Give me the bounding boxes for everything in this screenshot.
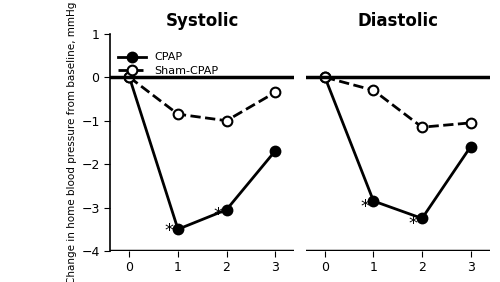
Sham-CPAP (370, 89, 376, 92)
CPAP (370, 199, 376, 203)
CPAP (419, 217, 425, 220)
CPAP (322, 76, 328, 79)
Legend: CPAP, Sham-CPAP: CPAP, Sham-CPAP (116, 50, 221, 78)
Line: Sham-CPAP: Sham-CPAP (124, 72, 280, 125)
CPAP (468, 145, 473, 148)
CPAP (175, 228, 181, 231)
Text: *: * (409, 215, 418, 233)
Line: CPAP: CPAP (124, 72, 280, 234)
CPAP (224, 208, 230, 212)
Sham-CPAP (272, 91, 278, 94)
Text: *: * (214, 206, 222, 224)
Sham-CPAP (126, 76, 132, 79)
Sham-CPAP (419, 125, 425, 129)
Y-axis label: Change in home blood pressure from baseline, mmHg: Change in home blood pressure from basel… (67, 1, 77, 282)
CPAP (126, 76, 132, 79)
Sham-CPAP (322, 76, 328, 79)
Sham-CPAP (175, 113, 181, 116)
Sham-CPAP (468, 121, 473, 125)
Line: CPAP: CPAP (320, 72, 476, 223)
Sham-CPAP (224, 119, 230, 122)
Text: *: * (360, 198, 370, 216)
CPAP (272, 149, 278, 153)
Text: *: * (164, 222, 173, 241)
Title: Systolic: Systolic (166, 12, 239, 30)
Line: Sham-CPAP: Sham-CPAP (320, 72, 476, 132)
Title: Diastolic: Diastolic (358, 12, 438, 30)
